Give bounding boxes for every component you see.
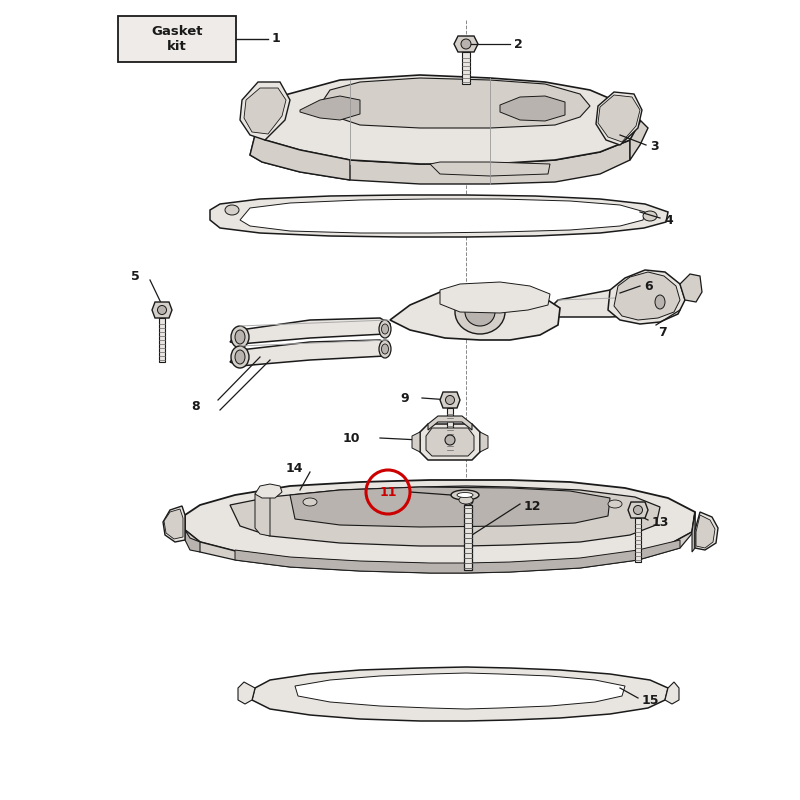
Polygon shape bbox=[255, 490, 270, 536]
Ellipse shape bbox=[445, 435, 455, 445]
Polygon shape bbox=[295, 673, 625, 709]
Polygon shape bbox=[390, 285, 560, 340]
Text: 9: 9 bbox=[401, 391, 410, 405]
Polygon shape bbox=[255, 484, 282, 498]
Polygon shape bbox=[440, 392, 460, 408]
Ellipse shape bbox=[463, 497, 473, 505]
Polygon shape bbox=[614, 272, 680, 320]
Ellipse shape bbox=[461, 39, 471, 49]
Polygon shape bbox=[185, 512, 695, 573]
Ellipse shape bbox=[235, 350, 245, 364]
Ellipse shape bbox=[608, 500, 622, 508]
Ellipse shape bbox=[382, 344, 389, 354]
Text: 10: 10 bbox=[342, 431, 360, 445]
Polygon shape bbox=[164, 509, 183, 539]
Text: 5: 5 bbox=[130, 270, 139, 282]
Text: 3: 3 bbox=[650, 141, 658, 154]
Polygon shape bbox=[462, 52, 470, 84]
Ellipse shape bbox=[651, 291, 669, 313]
Text: 15: 15 bbox=[642, 694, 659, 706]
Polygon shape bbox=[240, 199, 645, 233]
Polygon shape bbox=[255, 75, 640, 164]
Polygon shape bbox=[250, 135, 350, 180]
Polygon shape bbox=[454, 36, 478, 52]
Polygon shape bbox=[695, 512, 718, 550]
Polygon shape bbox=[163, 506, 185, 542]
Ellipse shape bbox=[643, 211, 657, 221]
Text: 6: 6 bbox=[644, 279, 653, 293]
Ellipse shape bbox=[158, 306, 166, 314]
Polygon shape bbox=[550, 290, 675, 317]
Polygon shape bbox=[238, 682, 255, 704]
Polygon shape bbox=[290, 487, 610, 527]
FancyBboxPatch shape bbox=[118, 16, 236, 62]
Polygon shape bbox=[628, 502, 648, 518]
Polygon shape bbox=[440, 282, 550, 313]
Polygon shape bbox=[244, 88, 286, 134]
Text: 4: 4 bbox=[664, 214, 673, 226]
Ellipse shape bbox=[455, 290, 505, 334]
Polygon shape bbox=[692, 512, 695, 552]
Text: 8: 8 bbox=[192, 399, 200, 413]
Polygon shape bbox=[625, 105, 648, 160]
Polygon shape bbox=[480, 432, 488, 452]
Polygon shape bbox=[596, 92, 642, 145]
Text: 7: 7 bbox=[658, 326, 666, 338]
Polygon shape bbox=[500, 96, 565, 121]
Ellipse shape bbox=[235, 330, 245, 344]
Text: 2: 2 bbox=[514, 38, 522, 50]
Polygon shape bbox=[230, 318, 390, 344]
Text: 11: 11 bbox=[379, 486, 397, 498]
Polygon shape bbox=[696, 515, 715, 548]
Polygon shape bbox=[426, 428, 474, 456]
Polygon shape bbox=[152, 302, 172, 318]
Ellipse shape bbox=[379, 340, 391, 358]
Text: 1: 1 bbox=[272, 33, 281, 46]
Polygon shape bbox=[210, 195, 668, 237]
Ellipse shape bbox=[465, 298, 495, 326]
Ellipse shape bbox=[446, 395, 454, 405]
Ellipse shape bbox=[634, 506, 642, 514]
Ellipse shape bbox=[303, 498, 317, 506]
Text: 12: 12 bbox=[524, 499, 542, 513]
Text: 14: 14 bbox=[286, 462, 302, 474]
Polygon shape bbox=[235, 540, 680, 573]
Polygon shape bbox=[430, 162, 550, 176]
Polygon shape bbox=[230, 486, 660, 546]
Text: Gasket
kit: Gasket kit bbox=[151, 25, 202, 53]
Ellipse shape bbox=[225, 205, 239, 215]
Polygon shape bbox=[320, 78, 590, 128]
Polygon shape bbox=[420, 424, 480, 460]
Polygon shape bbox=[428, 416, 472, 430]
Polygon shape bbox=[185, 530, 200, 552]
Polygon shape bbox=[447, 408, 453, 452]
Ellipse shape bbox=[655, 295, 665, 309]
Polygon shape bbox=[665, 682, 679, 704]
Ellipse shape bbox=[459, 496, 473, 504]
Polygon shape bbox=[230, 340, 390, 366]
Ellipse shape bbox=[451, 490, 479, 500]
Polygon shape bbox=[252, 667, 668, 721]
Ellipse shape bbox=[231, 326, 249, 348]
Polygon shape bbox=[300, 96, 360, 120]
Ellipse shape bbox=[382, 324, 389, 334]
Ellipse shape bbox=[457, 493, 473, 498]
Text: 13: 13 bbox=[652, 515, 670, 529]
Polygon shape bbox=[185, 480, 695, 564]
Polygon shape bbox=[635, 518, 641, 562]
Polygon shape bbox=[680, 274, 702, 302]
Polygon shape bbox=[412, 432, 420, 452]
Ellipse shape bbox=[379, 320, 391, 338]
Polygon shape bbox=[250, 135, 630, 184]
Polygon shape bbox=[159, 318, 165, 362]
Ellipse shape bbox=[231, 346, 249, 368]
Polygon shape bbox=[608, 270, 685, 324]
Polygon shape bbox=[598, 95, 640, 142]
Polygon shape bbox=[464, 505, 472, 570]
Polygon shape bbox=[240, 82, 290, 140]
